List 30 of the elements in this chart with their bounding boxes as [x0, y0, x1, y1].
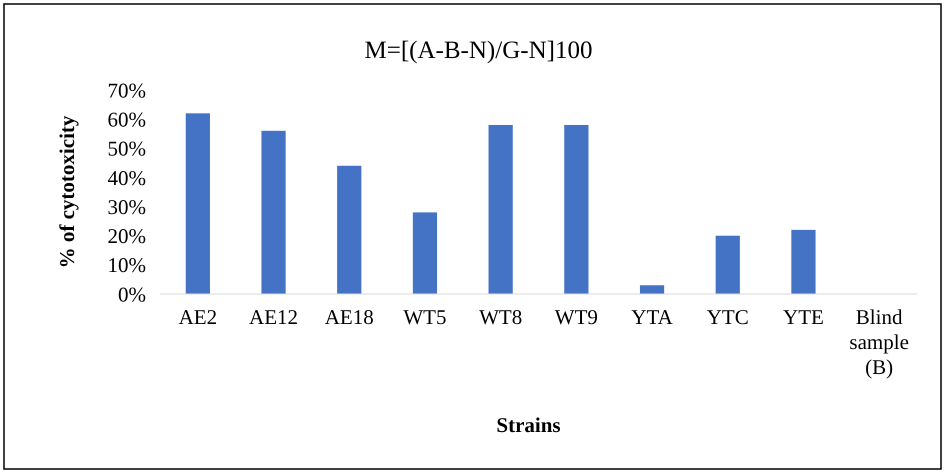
y-tick-label: 0%: [118, 282, 146, 306]
x-tick-label: AE2: [178, 305, 218, 329]
bar: [186, 113, 210, 294]
bar: [640, 285, 664, 294]
x-tick-label: YTE: [783, 305, 824, 329]
y-tick-label: 40%: [108, 166, 146, 190]
x-tick-label: WT5: [403, 305, 447, 329]
x-tick-label: YTC: [706, 305, 749, 329]
bar: [564, 124, 588, 294]
x-tick-label: AE12: [249, 305, 298, 329]
x-tick-label: WT9: [554, 305, 598, 329]
bar: [716, 236, 740, 294]
y-tick-label: 50%: [108, 136, 146, 161]
y-axis-title: % of cytotoxicity: [55, 115, 79, 268]
bar: [488, 124, 513, 294]
y-tick-label: 30%: [108, 194, 146, 219]
bar: [412, 212, 438, 294]
bar: [791, 230, 816, 294]
y-tick-label: 20%: [108, 224, 146, 248]
bar: [337, 166, 362, 294]
x-tick-label: WT8: [479, 305, 522, 329]
y-tick-label: 10%: [108, 253, 146, 278]
x-tick-label: Blind sample (B): [849, 305, 909, 379]
x-tick-label: YTA: [631, 305, 674, 329]
y-tick-label: 70%: [108, 78, 146, 102]
x-axis-title: Strains: [496, 413, 561, 437]
bar: [261, 130, 286, 294]
x-tick-label: AE18: [324, 305, 374, 329]
y-tick-label: 60%: [108, 107, 146, 132]
chart-title: M=[(A-B-N)/G-N]100: [364, 37, 592, 64]
